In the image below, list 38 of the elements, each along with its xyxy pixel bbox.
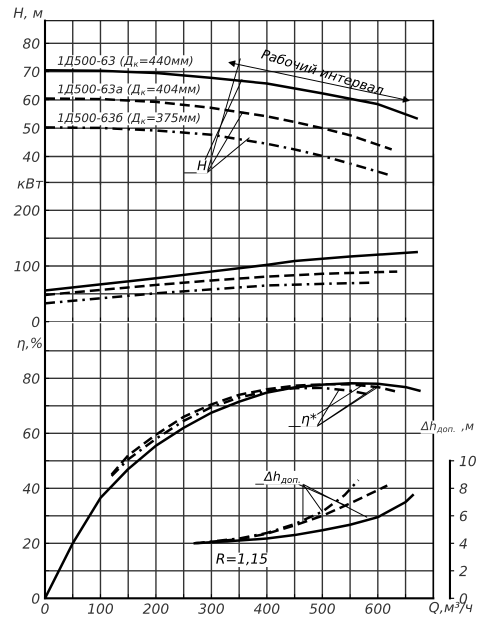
y2-axis-title: Δh$_{доп.}$ ,м [420,421,474,434]
y-axis-title: кВт [18,178,44,188]
x-tick-label: 0 [41,603,49,614]
y-tick-label: 60 [23,428,40,439]
y-axis-title: Н, м [14,8,43,20]
series-label: 1Д500-63 (Д$_{к}$=440мм) [58,56,192,67]
series-label: 1Д500-63а (Д$_{к}$=404мм) [58,84,200,96]
annotation: Δh$_{доп.}$ [264,471,300,484]
x-tick-label: 400 [254,603,280,614]
y-tick-label: 40 [22,151,40,162]
annotation: R=1,15 [216,554,268,566]
y-tick-label: 80 [22,38,40,49]
y-tick-label: 50 [22,123,40,134]
y2-tick-label: 0 [460,593,468,604]
x-tick-label: 500 [309,603,335,614]
y2-tick-label: 8 [459,483,468,494]
y-tick-label: 80 [22,373,40,384]
x-tick-label: 100 [88,603,114,614]
y-tick-label: 0 [32,316,40,328]
annotation: Н [197,160,207,170]
y-tick-label: 70 [24,66,40,78]
y2-tick-label: 4 [459,538,467,549]
y-tick-label: 40 [22,483,40,494]
x-tick-label: 200 [142,603,168,614]
y-axis-title: η,% [17,338,42,351]
x-tick-label: 600 [365,603,390,614]
x-axis-title: Q,м³/ч [429,602,472,614]
y2-tick-label: 2 [459,566,467,576]
annotation: η* [302,413,316,426]
y-tick-label: 0 [32,593,40,604]
y-tick-label: 60 [23,94,40,106]
y-tick-label: 20 [22,538,40,549]
y2-tick-label: 10 [460,456,476,466]
y2-tick-label: 6 [460,510,468,522]
series-label: 1Д500-63б (Д$_{к}$=375мм) [58,112,200,124]
y-tick-label: 200 [14,205,40,216]
x-tick-label: 300 [198,603,224,614]
y-tick-label: 100 [14,260,40,272]
